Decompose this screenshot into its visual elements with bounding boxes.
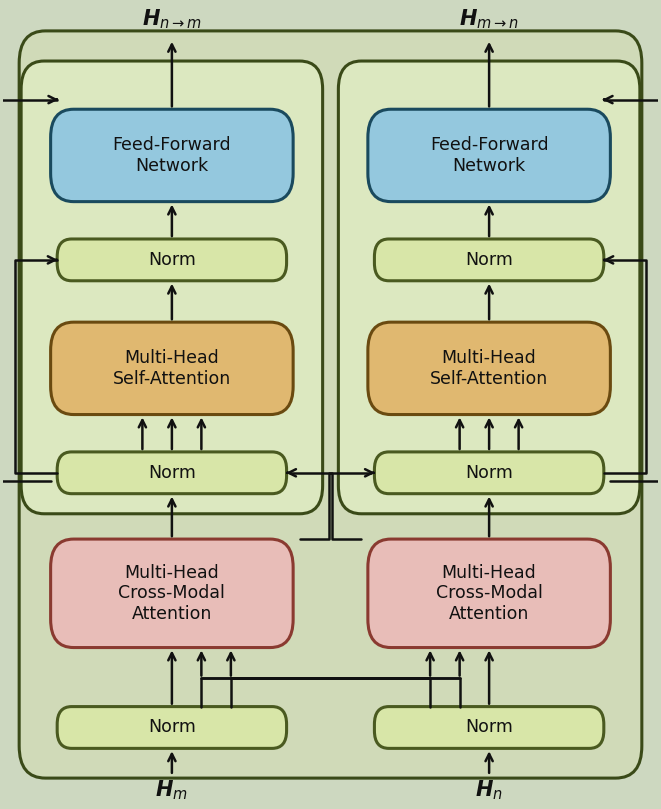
Text: Norm: Norm — [148, 251, 196, 269]
FancyBboxPatch shape — [338, 61, 640, 514]
Text: $\boldsymbol{H}_{m \rightarrow n}$: $\boldsymbol{H}_{m \rightarrow n}$ — [459, 7, 519, 31]
Text: Feed-Forward
Network: Feed-Forward Network — [430, 136, 549, 175]
Text: Multi-Head
Self-Attention: Multi-Head Self-Attention — [113, 349, 231, 388]
FancyBboxPatch shape — [374, 452, 603, 493]
Text: Multi-Head
Self-Attention: Multi-Head Self-Attention — [430, 349, 548, 388]
Text: Multi-Head
Cross-Modal
Attention: Multi-Head Cross-Modal Attention — [118, 564, 225, 623]
Text: $\boldsymbol{H}_{n \rightarrow m}$: $\boldsymbol{H}_{n \rightarrow m}$ — [142, 7, 202, 31]
FancyBboxPatch shape — [58, 452, 287, 493]
FancyBboxPatch shape — [51, 539, 293, 647]
FancyBboxPatch shape — [51, 109, 293, 201]
Text: Multi-Head
Cross-Modal
Attention: Multi-Head Cross-Modal Attention — [436, 564, 543, 623]
FancyBboxPatch shape — [58, 706, 287, 748]
FancyBboxPatch shape — [19, 31, 642, 778]
Text: Norm: Norm — [465, 464, 513, 482]
FancyBboxPatch shape — [368, 109, 610, 201]
FancyBboxPatch shape — [58, 239, 287, 281]
FancyBboxPatch shape — [51, 322, 293, 414]
Text: Norm: Norm — [148, 464, 196, 482]
FancyBboxPatch shape — [374, 239, 603, 281]
Text: Feed-Forward
Network: Feed-Forward Network — [112, 136, 231, 175]
Text: Norm: Norm — [148, 718, 196, 736]
Text: Norm: Norm — [465, 251, 513, 269]
FancyBboxPatch shape — [368, 322, 610, 414]
Text: Norm: Norm — [465, 718, 513, 736]
FancyBboxPatch shape — [368, 539, 610, 647]
FancyBboxPatch shape — [21, 61, 323, 514]
FancyBboxPatch shape — [374, 706, 603, 748]
Text: $\boldsymbol{H}_{m}$: $\boldsymbol{H}_{m}$ — [155, 778, 188, 802]
Text: $\boldsymbol{H}_{n}$: $\boldsymbol{H}_{n}$ — [475, 778, 503, 802]
